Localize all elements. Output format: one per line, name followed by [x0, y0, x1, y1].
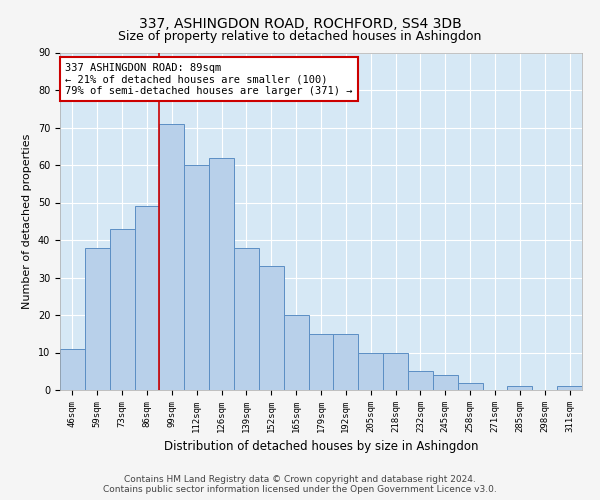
Bar [110, 229, 134, 390]
Y-axis label: Number of detached properties: Number of detached properties [22, 134, 32, 309]
Bar [383, 352, 408, 390]
Text: 337 ASHINGDON ROAD: 89sqm
← 21% of detached houses are smaller (100)
79% of semi: 337 ASHINGDON ROAD: 89sqm ← 21% of detac… [65, 62, 353, 96]
Bar [259, 266, 284, 390]
X-axis label: Distribution of detached houses by size in Ashingdon: Distribution of detached houses by size … [164, 440, 478, 454]
Bar [60, 349, 85, 390]
Text: Size of property relative to detached houses in Ashingdon: Size of property relative to detached ho… [118, 30, 482, 43]
Bar [408, 371, 433, 390]
Text: Contains HM Land Registry data © Crown copyright and database right 2024.
Contai: Contains HM Land Registry data © Crown c… [103, 474, 497, 494]
Bar [334, 334, 358, 390]
Bar [433, 375, 458, 390]
Bar [85, 248, 110, 390]
Bar [557, 386, 582, 390]
Bar [358, 352, 383, 390]
Bar [184, 165, 209, 390]
Bar [134, 206, 160, 390]
Bar [458, 382, 482, 390]
Bar [308, 334, 334, 390]
Bar [284, 315, 308, 390]
Bar [160, 124, 184, 390]
Bar [508, 386, 532, 390]
Text: 337, ASHINGDON ROAD, ROCHFORD, SS4 3DB: 337, ASHINGDON ROAD, ROCHFORD, SS4 3DB [139, 18, 461, 32]
Bar [234, 248, 259, 390]
Bar [209, 158, 234, 390]
